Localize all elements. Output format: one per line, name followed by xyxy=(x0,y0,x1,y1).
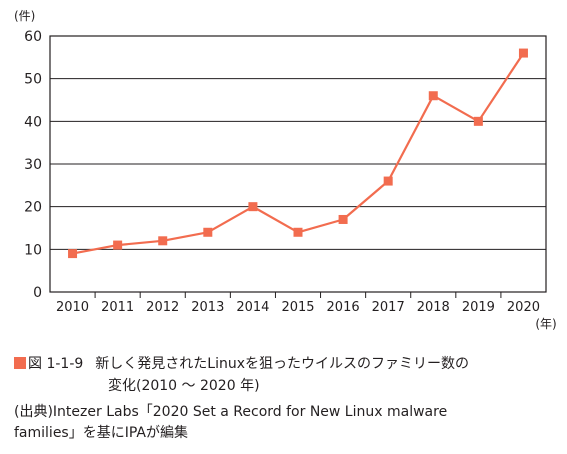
y-tick-label: 50 xyxy=(24,72,42,88)
data-point xyxy=(518,48,528,58)
x-tick-label: 2015 xyxy=(281,300,314,315)
x-unit-label: (年) xyxy=(535,317,556,331)
x-tick-label: 2013 xyxy=(191,300,224,315)
x-tick-label: 2017 xyxy=(372,300,405,315)
source-note: (出典)Intezer Labs「2020 Set a Record for N… xyxy=(14,402,559,444)
x-tick-label: 2020 xyxy=(507,300,540,315)
y-tick-label: 60 xyxy=(24,29,42,45)
line-chart: 0 10 20 30 40 50 60 2010 2011 2012 2013 2014 2015 201… xyxy=(14,9,557,331)
data-point xyxy=(473,116,483,126)
y-tick-label: 20 xyxy=(24,200,42,216)
source-line2: families」を基にIPAが編集 xyxy=(14,425,188,441)
data-point xyxy=(293,227,303,237)
y-tick-label: 0 xyxy=(33,285,42,301)
data-point xyxy=(338,214,348,224)
figure-caption: 図 1-1-9 新しく発見されたLinuxを狙ったウイルスのファミリー数の xyxy=(14,354,559,374)
source-line1: (出典)Intezer Labs「2020 Set a Record for N… xyxy=(14,404,448,420)
x-tick-label: 2010 xyxy=(56,300,89,315)
x-tick-label: 2019 xyxy=(462,300,495,315)
data-point xyxy=(383,176,393,186)
y-unit-label: (件) xyxy=(14,9,35,23)
data-point xyxy=(158,236,168,246)
figure-title-line2: 変化(2010 ～ 2020 年) xyxy=(108,378,260,394)
x-tick-label: 2012 xyxy=(146,300,179,315)
data-point xyxy=(248,202,258,212)
data-point xyxy=(113,240,123,250)
y-tick-label: 30 xyxy=(24,157,42,173)
figure-marker-icon xyxy=(14,357,26,369)
x-tick-label: 2011 xyxy=(101,300,134,315)
data-point xyxy=(68,249,78,259)
data-point xyxy=(203,227,213,237)
chart-area: 0 10 20 30 40 50 60 2010 2011 2012 2013 2014 2015 201… xyxy=(14,9,557,331)
series-line xyxy=(72,52,525,255)
figure-title-line1: 新しく発見されたLinuxを狙ったウイルスのファミリー数の xyxy=(95,356,470,372)
plot-frame xyxy=(49,35,547,293)
figure-id: 図 1-1-9 xyxy=(28,356,84,372)
data-point xyxy=(428,91,438,101)
y-tick-label: 10 xyxy=(24,242,42,258)
x-tick-label: 2014 xyxy=(236,300,269,315)
x-tick-label: 2018 xyxy=(417,300,450,315)
y-tick-label: 40 xyxy=(24,114,42,130)
x-tick-label: 2016 xyxy=(327,300,360,315)
